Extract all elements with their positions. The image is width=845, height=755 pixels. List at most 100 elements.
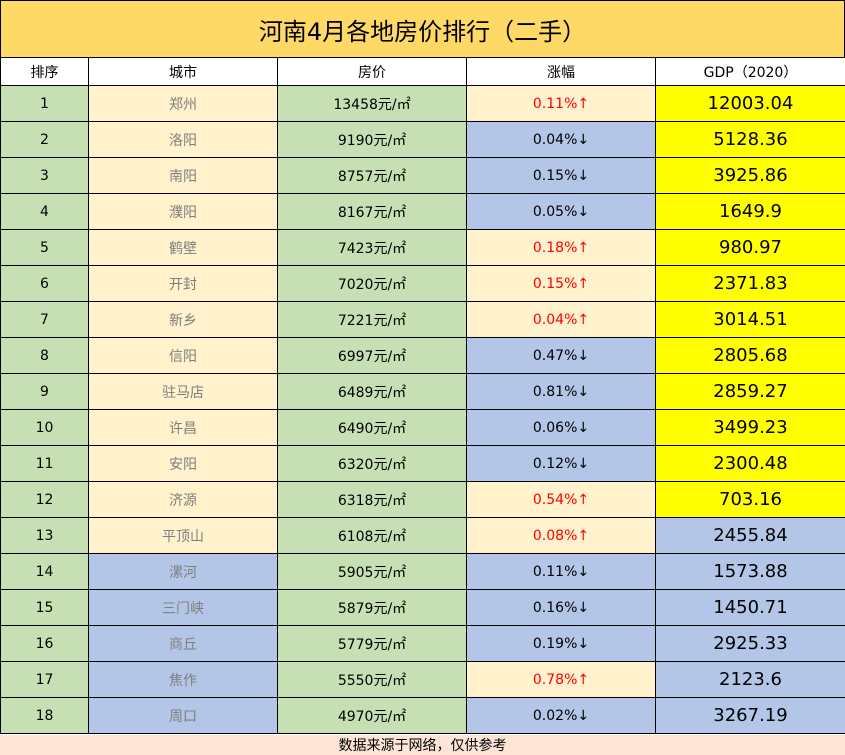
gdp-cell: 2300.48 (655, 445, 845, 482)
table-row: 14 漯河 5905元/㎡ 0.11%↓ 1573.88 (0, 553, 845, 590)
price-cell: 8167元/㎡ (277, 193, 467, 230)
gdp-cell: 1573.88 (655, 553, 845, 590)
city-cell: 开封 (88, 265, 278, 302)
rank-cell: 11 (0, 445, 89, 482)
price-cell: 13458元/㎡ (277, 85, 467, 122)
change-cell: 0.06%↓ (466, 409, 656, 446)
table-row: 11 安阳 6320元/㎡ 0.12%↓ 2300.48 (0, 445, 845, 482)
table-row: 2 洛阳 9190元/㎡ 0.04%↓ 5128.36 (0, 121, 845, 158)
price-cell: 5779元/㎡ (277, 625, 467, 662)
header-price: 房价 (277, 57, 467, 86)
table-row: 5 鹤壁 7423元/㎡ 0.18%↑ 980.97 (0, 229, 845, 266)
city-cell: 鹤壁 (88, 229, 278, 266)
gdp-cell: 703.16 (655, 481, 845, 518)
table-row: 13 平顶山 6108元/㎡ 0.08%↑ 2455.84 (0, 517, 845, 554)
change-cell: 0.11%↑ (466, 85, 656, 122)
change-cell: 0.04%↓ (466, 121, 656, 158)
city-cell: 焦作 (88, 661, 278, 698)
price-cell: 7020元/㎡ (277, 265, 467, 302)
change-cell: 0.54%↑ (466, 481, 656, 518)
rank-cell: 8 (0, 337, 89, 374)
table-row: 16 商丘 5779元/㎡ 0.19%↓ 2925.33 (0, 625, 845, 662)
city-cell: 濮阳 (88, 193, 278, 230)
rank-cell: 1 (0, 85, 89, 122)
price-cell: 4970元/㎡ (277, 697, 467, 734)
gdp-cell: 2805.68 (655, 337, 845, 374)
change-cell: 0.81%↓ (466, 373, 656, 410)
city-cell: 商丘 (88, 625, 278, 662)
price-cell: 6997元/㎡ (277, 337, 467, 374)
table-row: 1 郑州 13458元/㎡ 0.11%↑ 12003.04 (0, 85, 845, 122)
table-row: 12 济源 6318元/㎡ 0.54%↑ 703.16 (0, 481, 845, 518)
city-cell: 许昌 (88, 409, 278, 446)
table-row: 10 许昌 6490元/㎡ 0.06%↓ 3499.23 (0, 409, 845, 446)
price-cell: 9190元/㎡ (277, 121, 467, 158)
gdp-cell: 3499.23 (655, 409, 845, 446)
gdp-cell: 2123.6 (655, 661, 845, 698)
city-cell: 新乡 (88, 301, 278, 338)
city-cell: 南阳 (88, 157, 278, 194)
city-cell: 平顶山 (88, 517, 278, 554)
rank-cell: 18 (0, 697, 89, 734)
change-cell: 0.78%↑ (466, 661, 656, 698)
price-cell: 5905元/㎡ (277, 553, 467, 590)
city-cell: 信阳 (88, 337, 278, 374)
price-cell: 8757元/㎡ (277, 157, 467, 194)
change-cell: 0.15%↑ (466, 265, 656, 302)
price-cell: 6320元/㎡ (277, 445, 467, 482)
gdp-cell: 2455.84 (655, 517, 845, 554)
price-cell: 6318元/㎡ (277, 481, 467, 518)
header-change: 涨幅 (466, 57, 656, 86)
rank-cell: 9 (0, 373, 89, 410)
rank-cell: 10 (0, 409, 89, 446)
price-cell: 6489元/㎡ (277, 373, 467, 410)
gdp-cell: 980.97 (655, 229, 845, 266)
price-cell: 5879元/㎡ (277, 589, 467, 626)
rank-cell: 16 (0, 625, 89, 662)
rank-cell: 5 (0, 229, 89, 266)
city-cell: 郑州 (88, 85, 278, 122)
gdp-cell: 3267.19 (655, 697, 845, 734)
rank-cell: 2 (0, 121, 89, 158)
rank-cell: 15 (0, 589, 89, 626)
change-cell: 0.18%↑ (466, 229, 656, 266)
gdp-cell: 1450.71 (655, 589, 845, 626)
table-row: 15 三门峡 5879元/㎡ 0.16%↓ 1450.71 (0, 589, 845, 626)
rank-cell: 17 (0, 661, 89, 698)
price-cell: 5550元/㎡ (277, 661, 467, 698)
table-row: 3 南阳 8757元/㎡ 0.15%↓ 3925.86 (0, 157, 845, 194)
gdp-cell: 2371.83 (655, 265, 845, 302)
city-cell: 漯河 (88, 553, 278, 590)
change-cell: 0.11%↓ (466, 553, 656, 590)
rank-cell: 4 (0, 193, 89, 230)
table-row: 17 焦作 5550元/㎡ 0.78%↑ 2123.6 (0, 661, 845, 698)
gdp-cell: 3014.51 (655, 301, 845, 338)
change-cell: 0.02%↓ (466, 697, 656, 734)
table-title: 河南4月各地房价排行（二手） (0, 0, 845, 57)
header-city: 城市 (88, 57, 278, 86)
rank-cell: 14 (0, 553, 89, 590)
gdp-cell: 3925.86 (655, 157, 845, 194)
table-body: 1 郑州 13458元/㎡ 0.11%↑ 12003.04 2 洛阳 9190元/㎡ 0.04%… (0, 85, 845, 734)
rank-cell: 13 (0, 517, 89, 554)
gdp-cell: 5128.36 (655, 121, 845, 158)
rank-cell: 7 (0, 301, 89, 338)
header-row: 排序 城市 房价 涨幅 GDP（2020） (0, 57, 845, 86)
change-cell: 0.12%↓ (466, 445, 656, 482)
table-row: 9 驻马店 6489元/㎡ 0.81%↓ 2859.27 (0, 373, 845, 410)
change-cell: 0.16%↓ (466, 589, 656, 626)
city-cell: 周口 (88, 697, 278, 734)
price-cell: 6108元/㎡ (277, 517, 467, 554)
table-row: 18 周口 4970元/㎡ 0.02%↓ 3267.19 (0, 697, 845, 734)
change-cell: 0.15%↓ (466, 157, 656, 194)
price-cell: 7423元/㎡ (277, 229, 467, 266)
table-row: 8 信阳 6997元/㎡ 0.47%↓ 2805.68 (0, 337, 845, 374)
rank-cell: 6 (0, 265, 89, 302)
change-cell: 0.08%↑ (466, 517, 656, 554)
table-row: 4 濮阳 8167元/㎡ 0.05%↓ 1649.9 (0, 193, 845, 230)
change-cell: 0.04%↑ (466, 301, 656, 338)
city-cell: 安阳 (88, 445, 278, 482)
change-cell: 0.47%↓ (466, 337, 656, 374)
price-cell: 6490元/㎡ (277, 409, 467, 446)
